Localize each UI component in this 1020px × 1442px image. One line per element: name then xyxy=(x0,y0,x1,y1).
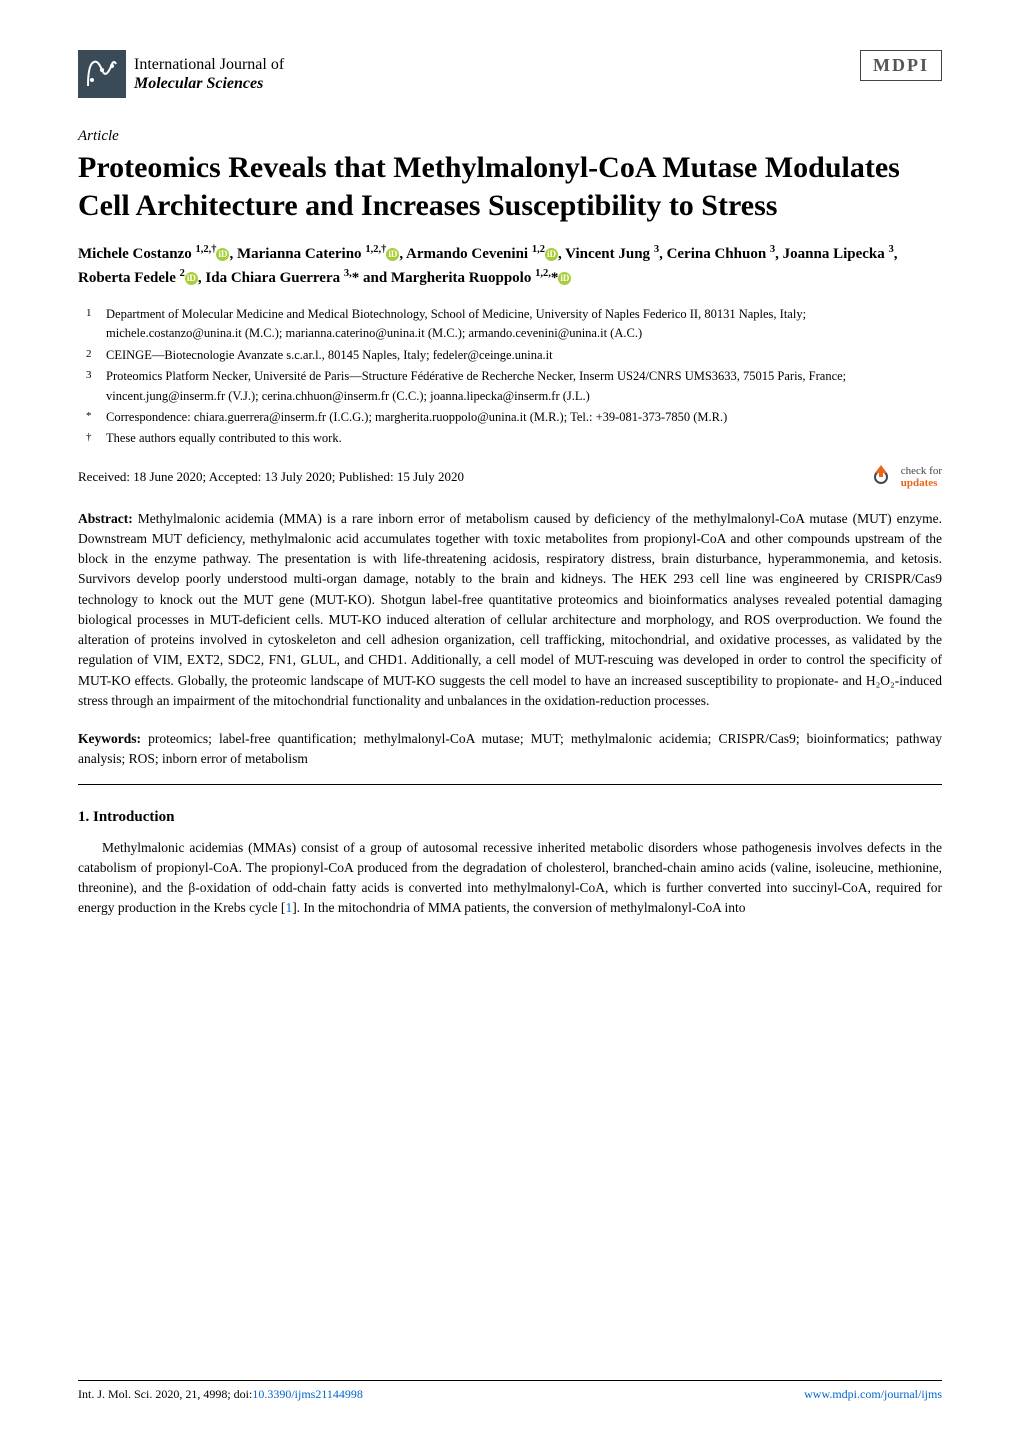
affiliation-marker: 2 xyxy=(86,346,92,363)
check-updates-badge[interactable]: check for updates xyxy=(867,463,942,491)
abstract: Abstract: Methylmalonic acidemia (MMA) i… xyxy=(78,509,942,712)
footer-right: www.mdpi.com/journal/ijms xyxy=(804,1387,942,1402)
article-title: Proteomics Reveals that Methylmalonyl-Co… xyxy=(78,149,942,224)
publisher-logo: MDPI xyxy=(860,50,942,81)
journal-line1: International Journal of xyxy=(134,55,284,74)
affiliation: *Correspondence: chiara.guerrera@inserm.… xyxy=(106,408,942,427)
abstract-label: Abstract: xyxy=(78,511,133,526)
updates-line2: updates xyxy=(901,477,938,489)
keywords-label: Keywords: xyxy=(78,731,141,746)
section-divider xyxy=(78,784,942,785)
journal-logo-icon xyxy=(78,50,126,98)
dates-text: Received: 18 June 2020; Accepted: 13 Jul… xyxy=(78,469,464,485)
affiliation: 1Department of Molecular Medicine and Me… xyxy=(106,305,942,344)
affiliation-text: Department of Molecular Medicine and Med… xyxy=(106,307,806,340)
keywords-text: proteomics; label-free quantification; m… xyxy=(78,731,942,766)
affiliation: 2CEINGE—Biotecnologie Avanzate s.c.ar.l.… xyxy=(106,346,942,365)
footer-link[interactable]: www.mdpi.com/journal/ijms xyxy=(804,1387,942,1401)
affiliation: †These authors equally contributed to th… xyxy=(106,429,942,448)
footer: Int. J. Mol. Sci. 2020, 21, 4998; doi:10… xyxy=(78,1380,942,1402)
affiliation-text: Correspondence: chiara.guerrera@inserm.f… xyxy=(106,410,727,424)
check-updates-icon xyxy=(867,463,895,491)
journal-line2: Molecular Sciences xyxy=(134,74,284,93)
affiliation-text: Proteomics Platform Necker, Université d… xyxy=(106,369,846,402)
affiliation-text: These authors equally contributed to thi… xyxy=(106,431,342,445)
header: International Journal of Molecular Scien… xyxy=(78,50,942,98)
doi-link[interactable]: 10.3390/ijms21144998 xyxy=(252,1387,363,1401)
affiliation: 3Proteomics Platform Necker, Université … xyxy=(106,367,942,406)
authors: Michele Costanzo 1,2,†iD, Marianna Cater… xyxy=(78,242,942,289)
affiliation-marker: † xyxy=(86,429,92,446)
intro-paragraph: Methylmalonic acidemias (MMAs) consist o… xyxy=(78,838,942,919)
affiliation-marker: 1 xyxy=(86,305,92,322)
footer-left: Int. J. Mol. Sci. 2020, 21, 4998; doi:10… xyxy=(78,1387,363,1402)
updates-line1: check for xyxy=(901,465,942,477)
abstract-text: Methylmalonic acidemia (MMA) is a rare i… xyxy=(78,511,942,708)
affiliation-marker: 3 xyxy=(86,367,92,384)
check-updates-text: check for updates xyxy=(901,465,942,489)
journal-block: International Journal of Molecular Scien… xyxy=(78,50,284,98)
citation-ref[interactable]: 1 xyxy=(285,900,292,915)
article-type: Article xyxy=(78,128,942,145)
section-heading: 1. Introduction xyxy=(78,809,942,826)
affiliations: 1 Department of Molecular Medicine and Me… xyxy=(78,305,942,449)
affiliation-marker: * xyxy=(86,408,92,425)
dates-row: Received: 18 June 2020; Accepted: 13 Jul… xyxy=(78,463,942,491)
journal-name: International Journal of Molecular Scien… xyxy=(134,55,284,93)
affiliation-text: CEINGE—Biotecnologie Avanzate s.c.ar.l.,… xyxy=(106,348,553,362)
keywords: Keywords: proteomics; label-free quantif… xyxy=(78,729,942,770)
